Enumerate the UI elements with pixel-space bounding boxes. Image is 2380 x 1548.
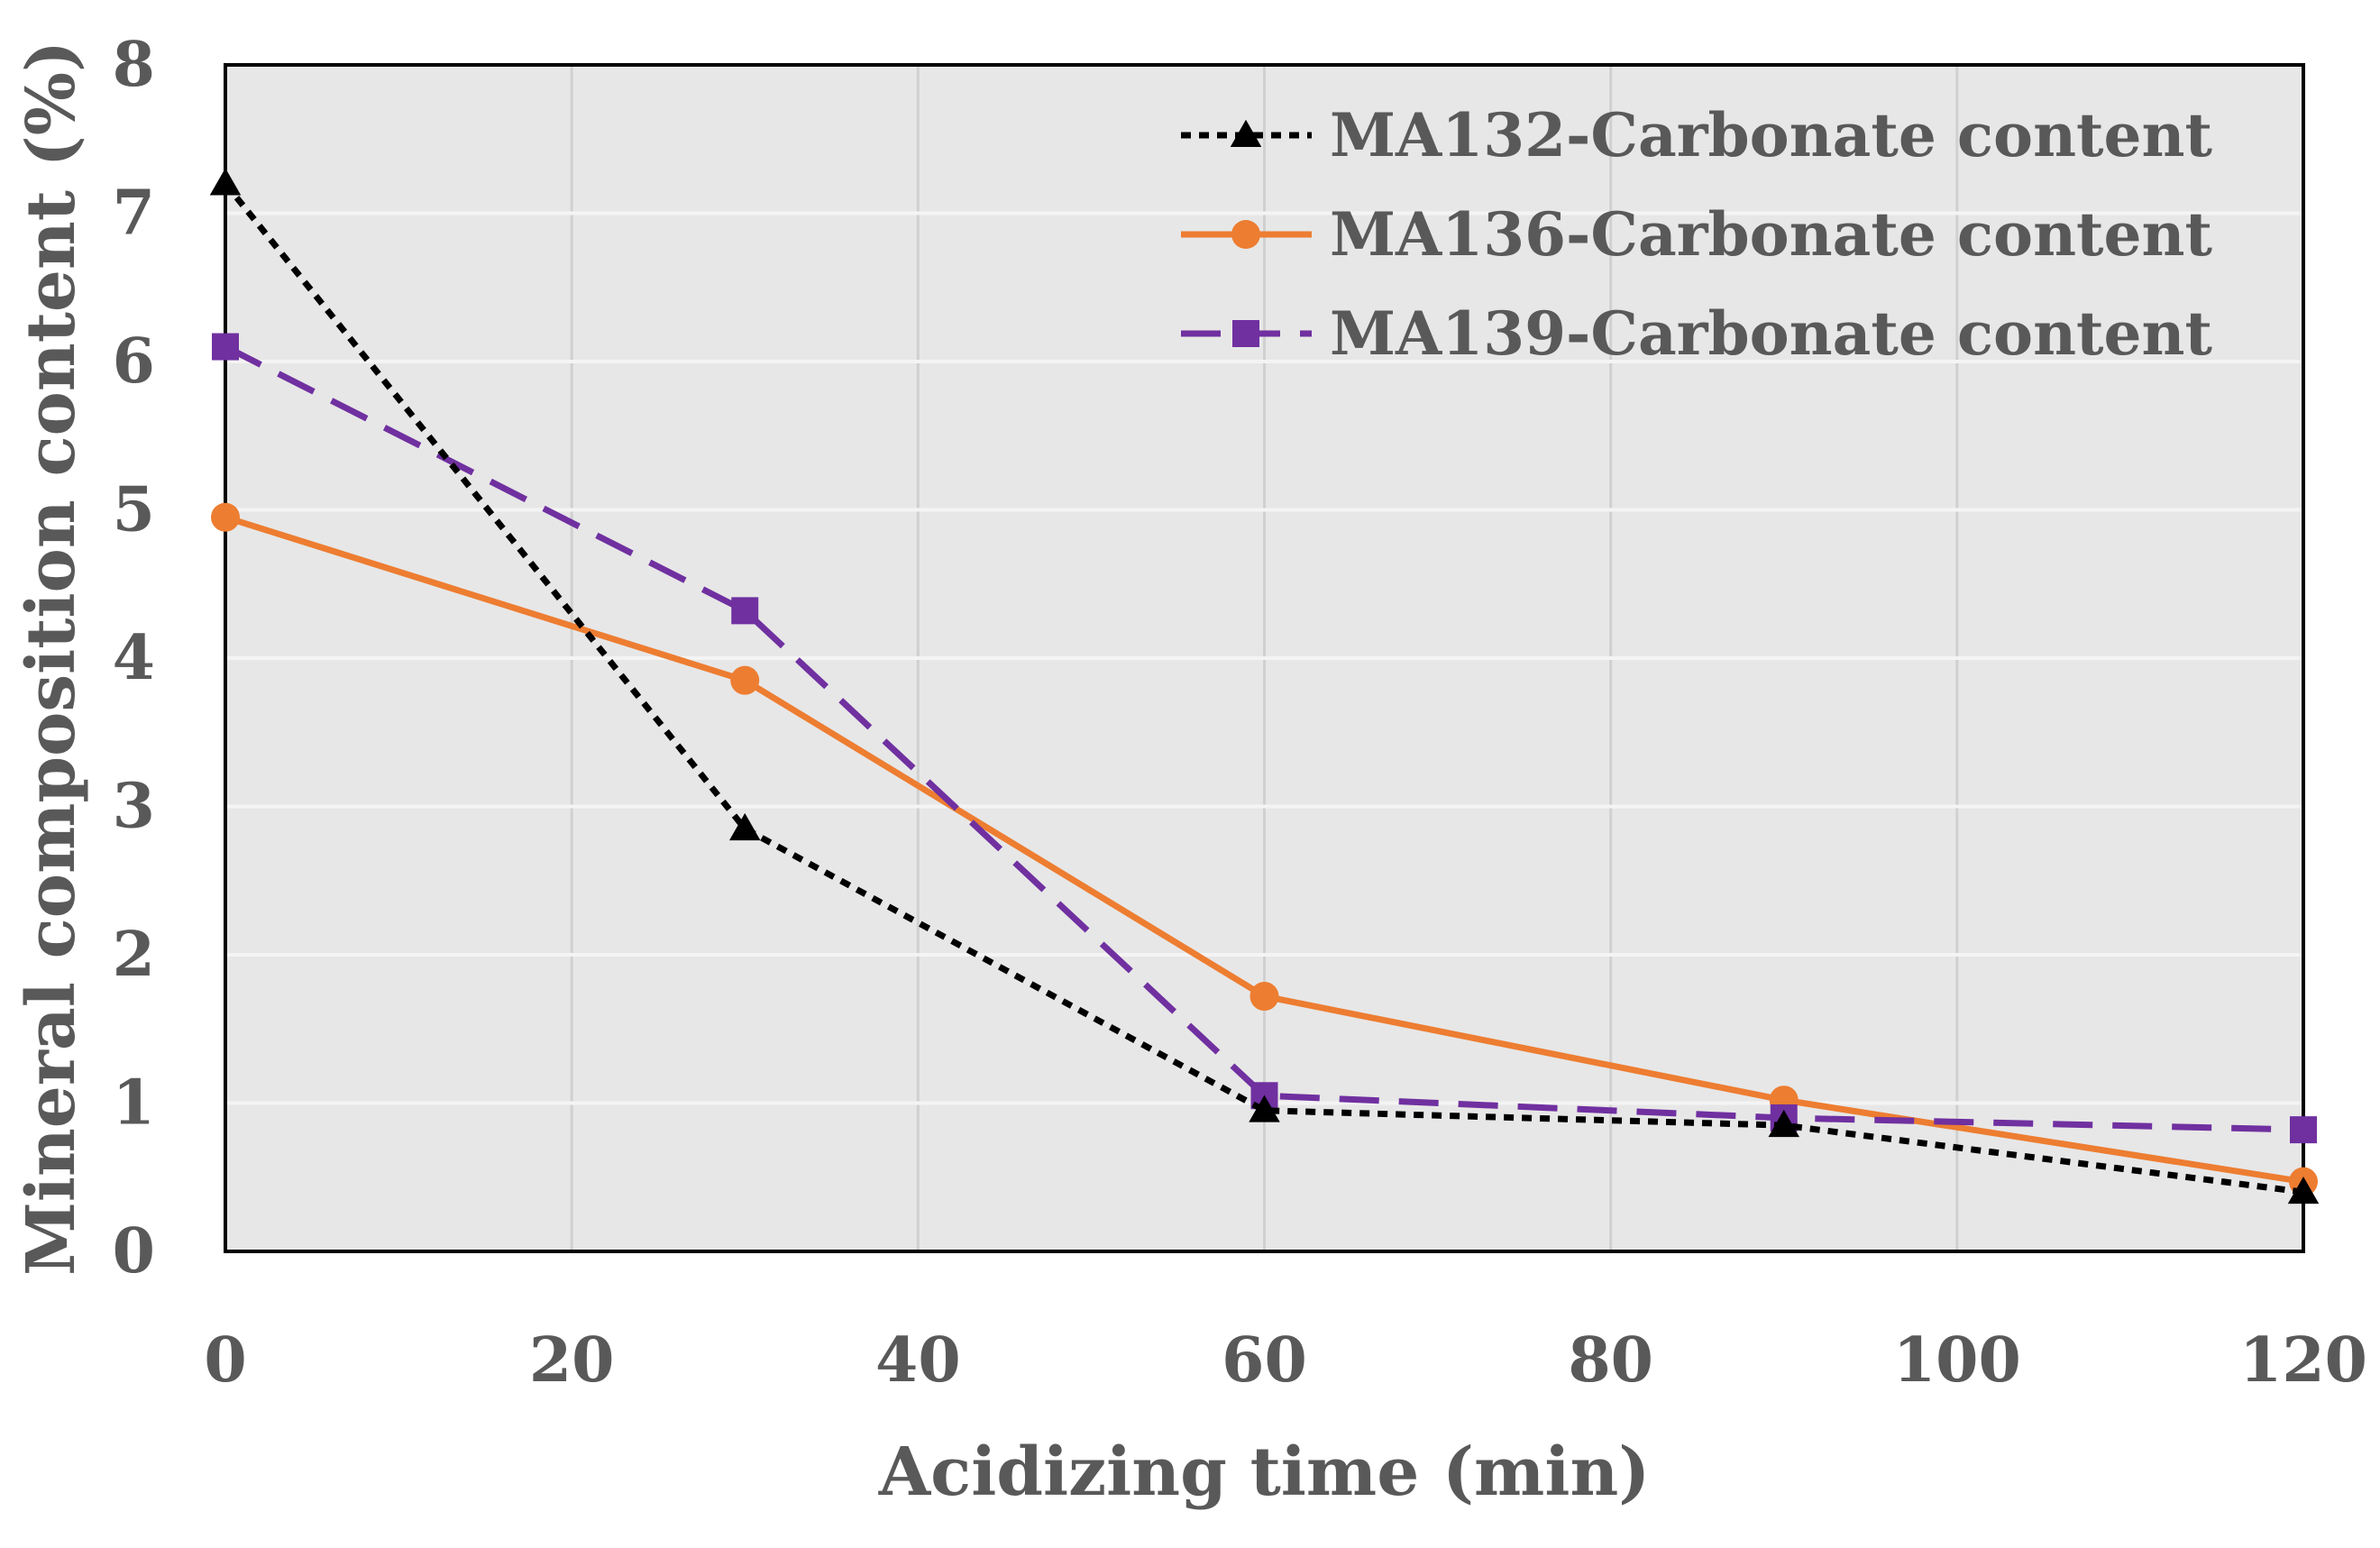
- legend-item: MA139-Carbonate content: [1181, 298, 2213, 369]
- y-tick-label: 2: [113, 919, 155, 991]
- data-point-circle: [1250, 982, 1279, 1012]
- series-ma132-carbonate-content: [209, 168, 2320, 1205]
- x-tick-label: 0: [204, 1324, 246, 1397]
- legend: MA132-Carbonate content MA136-Carbonate c…: [1181, 100, 2213, 369]
- data-point-triangle: [1230, 119, 1262, 147]
- legend-label: MA132-Carbonate content: [1330, 100, 2213, 170]
- y-tick-label: 8: [113, 29, 155, 101]
- legend-item: MA136-Carbonate content: [1181, 199, 2213, 270]
- data-point-square: [2290, 1116, 2317, 1144]
- x-tick-label: 20: [529, 1324, 615, 1397]
- data-point-triangle: [729, 812, 761, 841]
- y-tick-label: 6: [113, 325, 155, 398]
- x-tick-label: 60: [1222, 1324, 1307, 1397]
- data-point-circle: [730, 665, 760, 695]
- x-tick-label: 80: [1568, 1324, 1653, 1397]
- legend-item: MA132-Carbonate content: [1181, 100, 2213, 170]
- data-point-triangle: [1768, 1109, 1799, 1138]
- y-tick-label: 3: [113, 771, 155, 843]
- legend-label: MA136-Carbonate content: [1330, 199, 2213, 270]
- series-line: [223, 181, 2304, 1195]
- series-line: [224, 343, 2304, 1133]
- data-point-triangle: [2287, 1176, 2320, 1205]
- x-tick-label: 40: [875, 1324, 961, 1397]
- data-point-square: [1232, 320, 1259, 347]
- x-tick-label: 100: [1893, 1324, 2021, 1397]
- data-point-square: [731, 597, 759, 625]
- data-point-triangle: [1249, 1095, 1280, 1122]
- data-point-circle: [1231, 220, 1260, 249]
- y-tick-label: 4: [113, 622, 155, 694]
- y-tick-label: 7: [113, 178, 155, 250]
- y-axis-title: Mineral composition content (%): [13, 41, 90, 1276]
- data-point-square: [212, 333, 239, 361]
- plot-frame: [224, 63, 2305, 1253]
- legend-label: MA139-Carbonate content: [1330, 298, 2213, 369]
- y-tick-label: 0: [113, 1215, 155, 1287]
- gridlines: [225, 65, 2303, 1251]
- x-axis-title: Acidizing time (min): [878, 1434, 1651, 1511]
- data-point-triangle: [209, 168, 242, 196]
- tick-labels: 0 20 40 60 80 100 120 0 1 2 3 4 5 6 7 8: [113, 29, 2367, 1397]
- x-tick-label: 120: [2239, 1324, 2367, 1397]
- y-tick-label: 1: [113, 1067, 155, 1140]
- series-layer: [209, 168, 2320, 1205]
- y-tick-label: 5: [113, 474, 155, 546]
- data-point-circle: [211, 502, 240, 532]
